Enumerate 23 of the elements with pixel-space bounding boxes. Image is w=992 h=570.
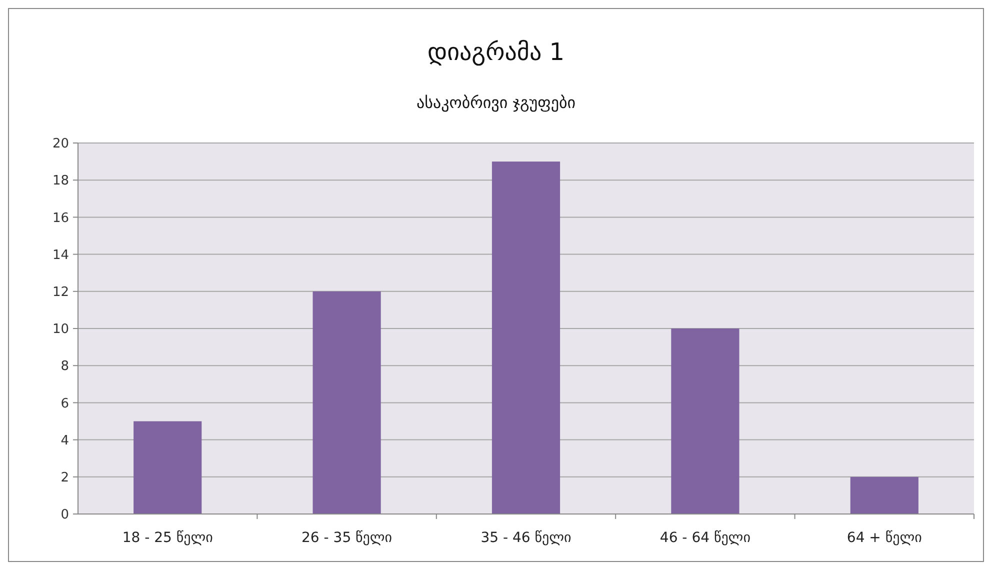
bar: [492, 162, 560, 514]
x-tick-label: 35 - 46 წელი: [480, 530, 572, 546]
bar: [134, 421, 202, 514]
y-tick-label: 18: [52, 174, 69, 189]
chart-subtitle: ასაკობრივი ჯგუფები: [416, 93, 576, 112]
chart-title: დიაგრამა 1: [427, 38, 565, 66]
y-tick-label: 2: [60, 470, 69, 486]
y-tick-label: 8: [60, 359, 69, 374]
bar: [671, 328, 740, 514]
y-tick-label: 20: [52, 136, 69, 152]
y-tick-label: 12: [52, 284, 69, 300]
bar: [312, 291, 381, 514]
y-tick-label: 6: [60, 396, 69, 412]
x-tick-label: 46 - 64 წელი: [660, 530, 750, 546]
x-tick-label: 64 + წელი: [846, 530, 922, 546]
bar: [850, 476, 918, 514]
x-tick-label: 26 - 35 წელი: [302, 530, 392, 546]
x-tick-label: 18 - 25 წელი: [122, 530, 213, 546]
y-tick-label: 10: [52, 322, 69, 338]
y-tick-label: 0: [60, 508, 69, 523]
y-tick-label: 14: [52, 248, 69, 263]
y-tick-label: 4: [60, 433, 69, 448]
y-tick-label: 16: [52, 210, 69, 226]
